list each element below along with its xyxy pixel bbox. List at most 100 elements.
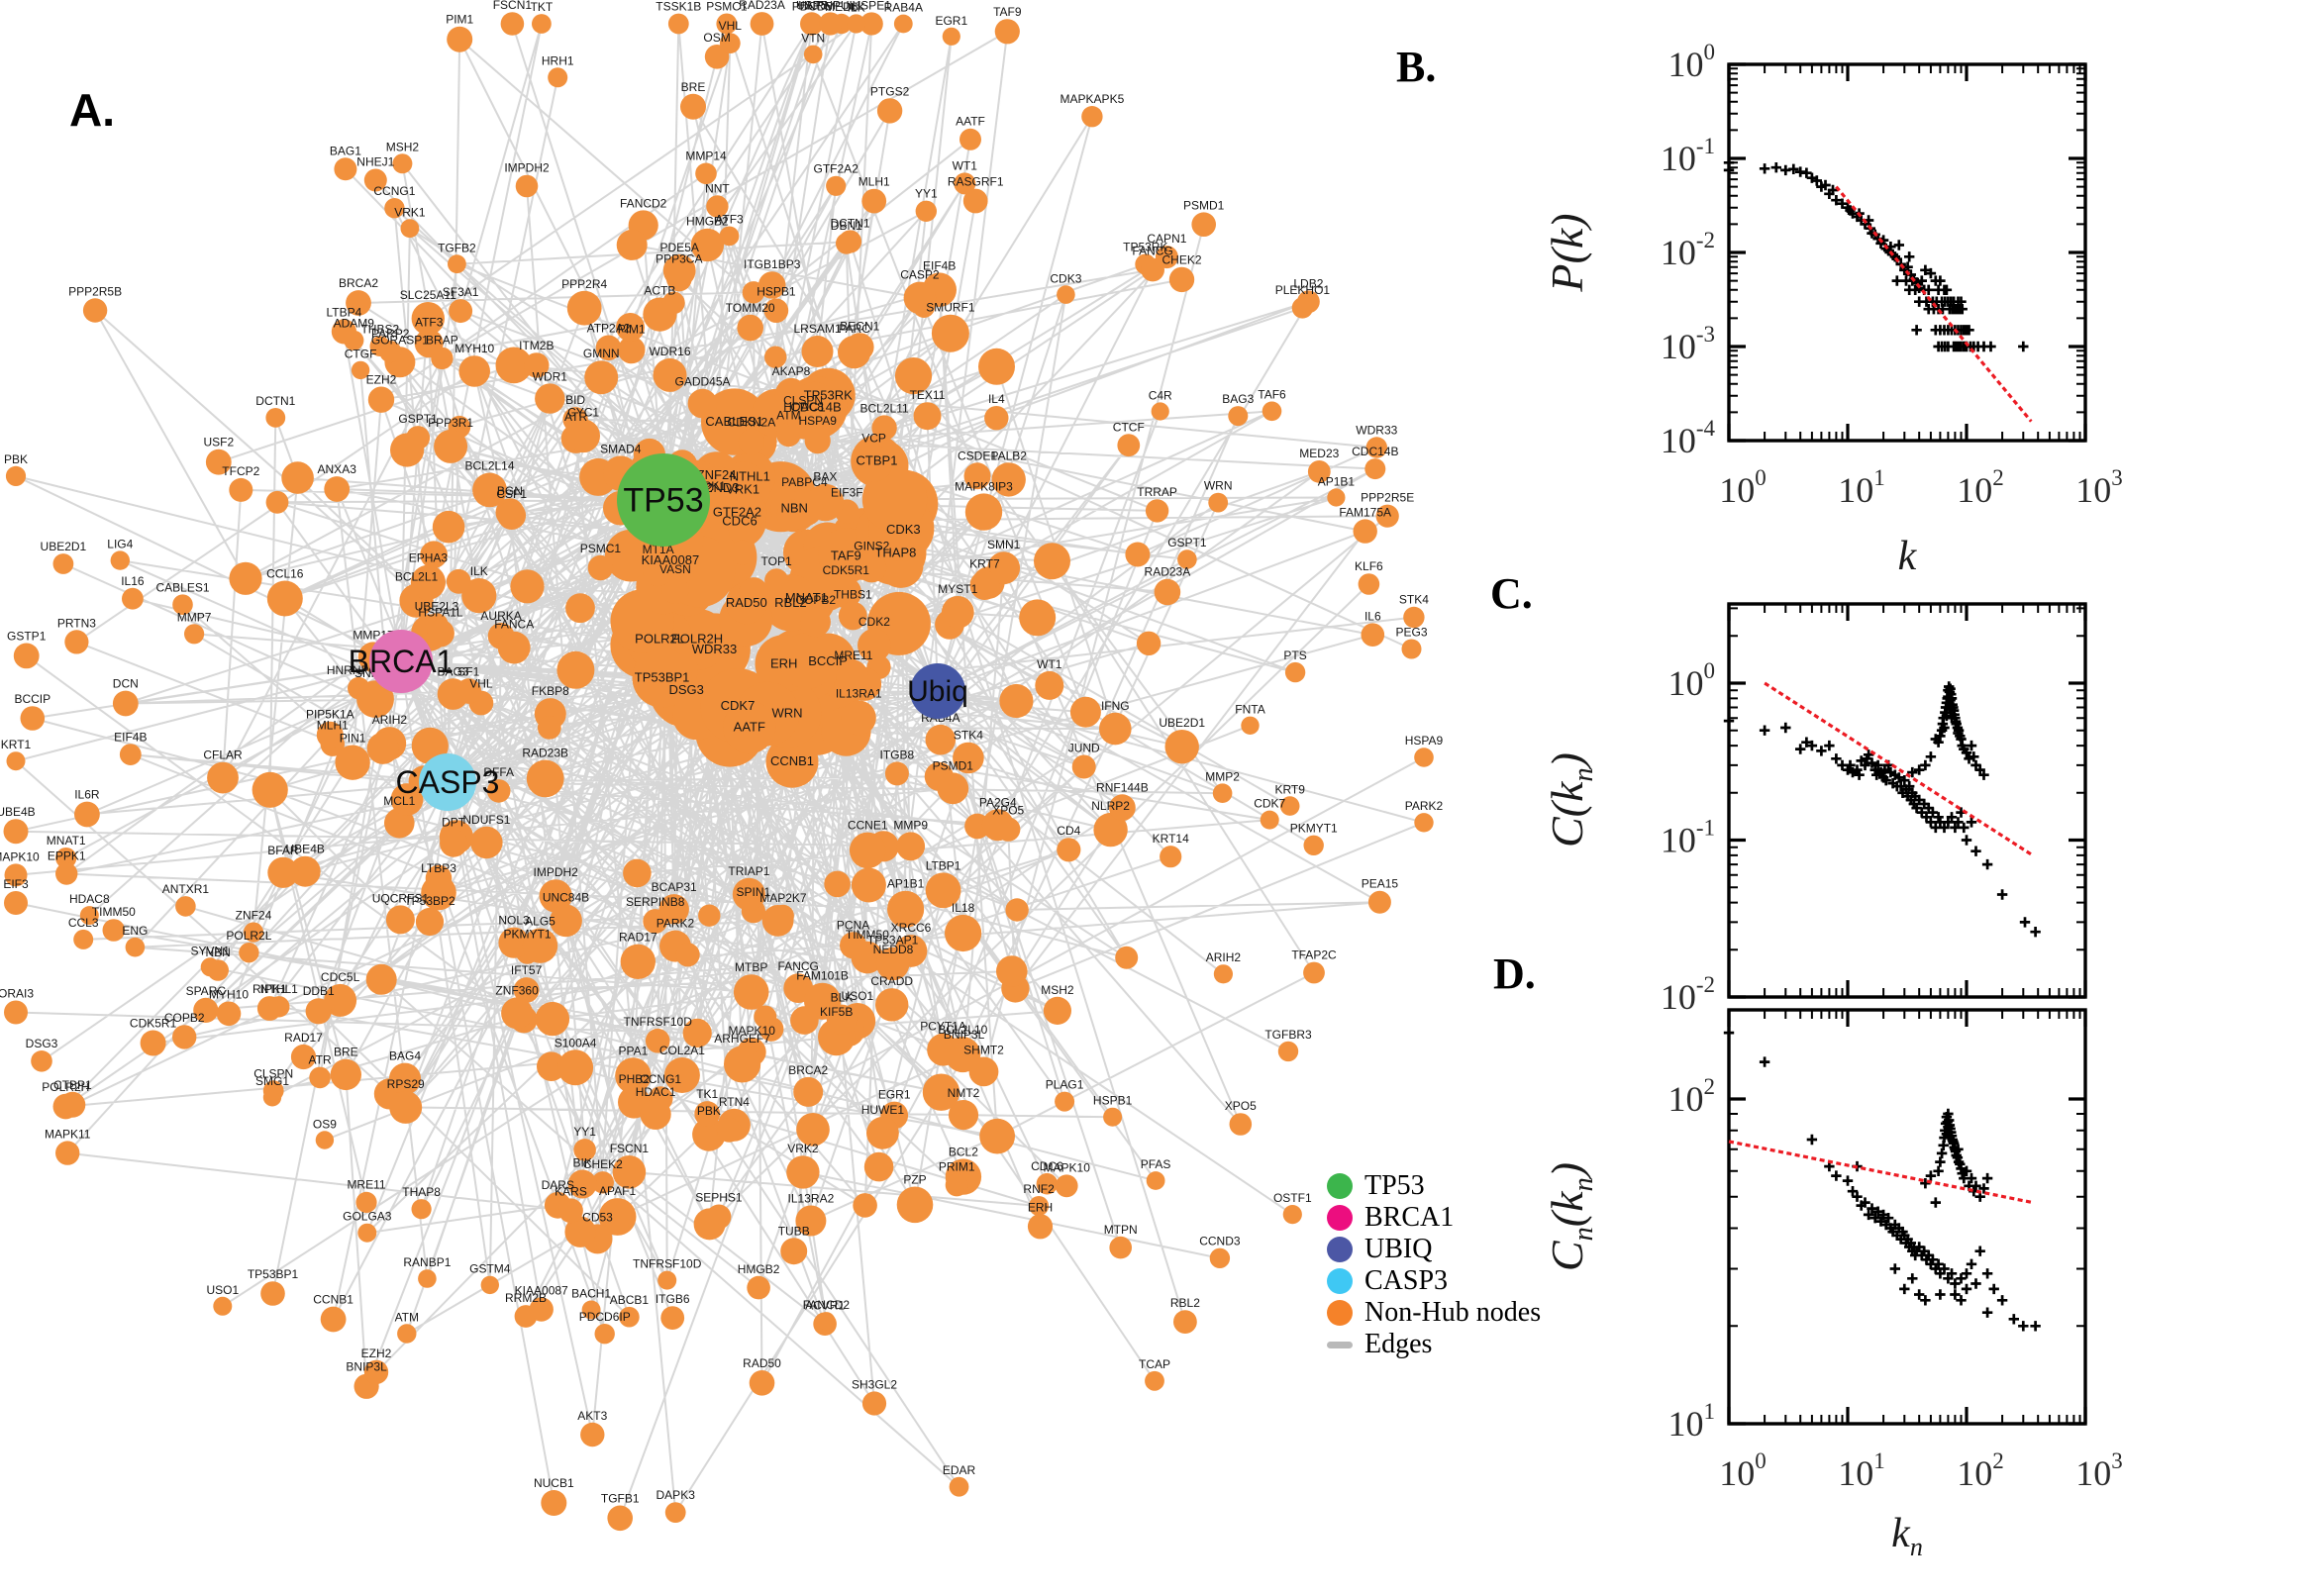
scatter-points — [1723, 681, 2041, 938]
network-node-label: TP53AP1 — [867, 934, 919, 948]
network-node-label: PDCD5 — [792, 0, 833, 13]
network-node-label: TGFBR3 — [1264, 1028, 1312, 1042]
network-node — [449, 299, 473, 324]
network-node-label: RBL2 — [1170, 1296, 1200, 1310]
network-node-label: KRT9 — [1274, 782, 1305, 796]
network-node — [290, 1044, 317, 1070]
network-node — [661, 291, 685, 315]
network-node — [851, 867, 886, 903]
network-node — [913, 402, 942, 431]
legend-item-tp53: TP53 — [1327, 1170, 1541, 1202]
network-node-label: ERH — [770, 655, 797, 670]
network-node — [866, 1117, 899, 1149]
network-node-label: WRN — [771, 706, 802, 721]
network-node — [954, 172, 976, 195]
network-node-label: FAM175A — [1339, 506, 1391, 520]
network-node-label: USO1 — [206, 1283, 239, 1297]
network-node-label: CTBP1 — [53, 1078, 92, 1092]
network-node — [5, 465, 27, 486]
network-node-label: CABLES1 — [705, 414, 763, 429]
network-node-label: APAF1 — [599, 1184, 636, 1198]
network-node — [694, 1101, 721, 1127]
network-node — [229, 561, 262, 595]
network-hub-label-brca1: BRCA1 — [349, 644, 454, 679]
network-node-label: USP5 — [796, 0, 828, 12]
network-node — [73, 929, 94, 949]
network-node — [74, 801, 100, 828]
network-node-label: POLR2L — [635, 632, 684, 647]
network-node — [643, 555, 673, 587]
network-node — [847, 14, 866, 34]
plot-frame — [1727, 1008, 2087, 1426]
network-node-label: TKT — [531, 0, 554, 14]
network-node-label: BRAP — [426, 334, 458, 348]
network-node-label: ORAI3 — [0, 987, 34, 1001]
network-node-label: MAP2K7 — [759, 891, 807, 905]
network-node — [1353, 519, 1377, 544]
network-node-label: BNIP3L — [944, 1028, 985, 1042]
network-node-label: WDR16 — [649, 345, 690, 358]
network-node-label: BIK — [573, 1156, 592, 1170]
network-node — [1151, 402, 1169, 421]
network-node-label: NHEJ1 — [356, 155, 394, 169]
network-node-label: DCTN1 — [830, 216, 869, 230]
network-hub-tp53 — [617, 453, 710, 547]
network-node — [431, 347, 454, 370]
network-node — [119, 744, 142, 765]
network-node-label: BNIP3L — [346, 1360, 387, 1374]
network-node-label: TP53RK — [804, 387, 853, 402]
axis-tick-label: 102 — [1957, 465, 2004, 510]
network-node-label: UBE4B — [0, 805, 36, 819]
network-node-label: HSPA1L — [418, 606, 462, 620]
network-node-label: RTN4 — [719, 1095, 750, 1109]
network-node — [1071, 754, 1096, 779]
network-node-label: ITGB6 — [656, 1292, 690, 1306]
network-node-label: MMP2 — [1205, 769, 1240, 783]
network-node-label: RBL2 — [774, 595, 807, 610]
network-node — [379, 341, 402, 363]
network-node-label: CDC5L — [321, 970, 360, 984]
network-node-label: USF2 — [203, 436, 234, 449]
network-node — [750, 12, 774, 36]
network-node-label: HDAC8 — [69, 892, 110, 906]
axis-tick-label: 102 — [1668, 1074, 1716, 1119]
network-node-label: COPB2 — [795, 593, 836, 607]
network-node — [1277, 1041, 1299, 1062]
network-node-label: MNAT1 — [47, 834, 86, 848]
network-node — [480, 1275, 499, 1295]
network-node-label: ZNF24 — [697, 467, 737, 482]
network-node-label: GTF2A2 — [814, 162, 859, 176]
network-node — [1212, 783, 1233, 803]
network-node — [776, 499, 808, 531]
network-node-label: MYH10 — [454, 342, 494, 355]
network-node-label: CLSPN — [783, 394, 823, 408]
network-node-label: STK4 — [1399, 593, 1429, 607]
network-node-label: EPHA3 — [409, 551, 449, 565]
network-node — [1282, 1205, 1302, 1225]
panel-a-label: A. — [69, 84, 115, 136]
axis-tick-label: 103 — [2075, 465, 2123, 510]
network-node — [856, 445, 893, 482]
network-hub-label-tp53: TP53 — [623, 482, 703, 520]
network-node-label: CD53 — [582, 1210, 613, 1224]
network-node — [594, 1324, 615, 1345]
network-node-label: ZNF24 — [236, 909, 272, 923]
network-node-label: LIG4 — [107, 537, 133, 550]
network-node — [876, 98, 903, 124]
network-node — [925, 724, 957, 755]
network-node-label: GSTP1 — [7, 630, 47, 644]
network-node — [320, 1306, 347, 1333]
network-node-label: USO1 — [842, 989, 874, 1003]
network-node — [265, 408, 286, 428]
network-node — [1081, 106, 1103, 128]
network-node-label: RPS29 — [387, 1077, 425, 1091]
network-node-label: RANBP1 — [403, 1255, 451, 1269]
network-node-label: COPB2 — [164, 1011, 205, 1025]
network-node-label: S100A4 — [555, 1036, 597, 1049]
network-node — [397, 1324, 417, 1344]
network-node — [1125, 542, 1151, 567]
network-node — [838, 335, 871, 369]
network-node-label: IL18 — [952, 901, 975, 915]
network-node-label: KRT7 — [969, 556, 1000, 570]
